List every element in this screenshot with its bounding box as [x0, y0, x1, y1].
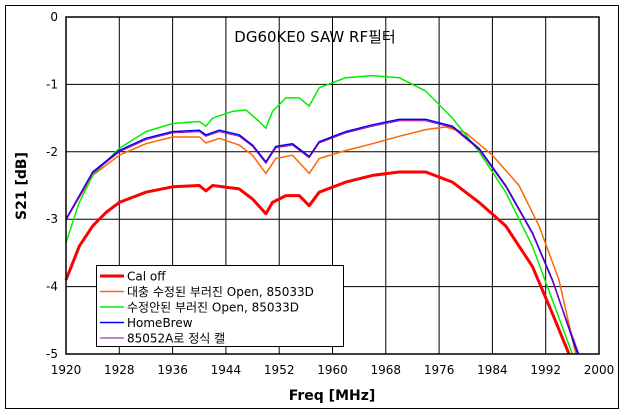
chart-title: DG60KE0 SAW RF필터 — [234, 28, 395, 46]
x-tick-label: 1936 — [157, 363, 188, 377]
y-tick-label: -3 — [46, 212, 58, 226]
x-tick-label: 1984 — [477, 363, 508, 377]
x-tick-label: 1920 — [51, 363, 82, 377]
series-line-1 — [65, 126, 577, 355]
y-tick-label: 0 — [50, 10, 58, 24]
legend-label: HomeBrew — [127, 316, 193, 330]
y-tick-label: -2 — [46, 145, 58, 159]
chart-border — [5, 5, 619, 409]
x-tick-label: 1976 — [424, 363, 455, 377]
x-axis-label: Freq [MHz] — [289, 388, 376, 404]
legend-label: 수정안된 부러진 Open, 85033D — [127, 301, 299, 315]
y-tick-label: -1 — [46, 77, 58, 91]
legend-label: 대충 수정된 부러진 Open, 85033D — [127, 285, 314, 299]
y-tick-label: -5 — [46, 347, 58, 361]
series-line-0 — [64, 170, 571, 355]
y-tick-label: -4 — [46, 280, 58, 294]
x-tick-label: 1928 — [104, 363, 135, 377]
legend-label: Cal off — [127, 270, 166, 284]
x-tick-label: 1952 — [264, 363, 295, 377]
series-line-2 — [65, 74, 574, 355]
x-tick-label: 1992 — [530, 363, 561, 377]
series-line-4 — [65, 120, 580, 355]
y-axis-label: S21 [dB] — [14, 152, 30, 220]
legend-label: 85052A로 정식 캘 — [127, 332, 225, 346]
series-line-3 — [65, 118, 579, 355]
x-tick-label: 1960 — [317, 363, 348, 377]
x-tick-label: 1968 — [371, 363, 402, 377]
x-tick-label: 2000 — [584, 363, 615, 377]
x-tick-label: 1944 — [211, 363, 242, 377]
plot-frame — [65, 16, 600, 355]
